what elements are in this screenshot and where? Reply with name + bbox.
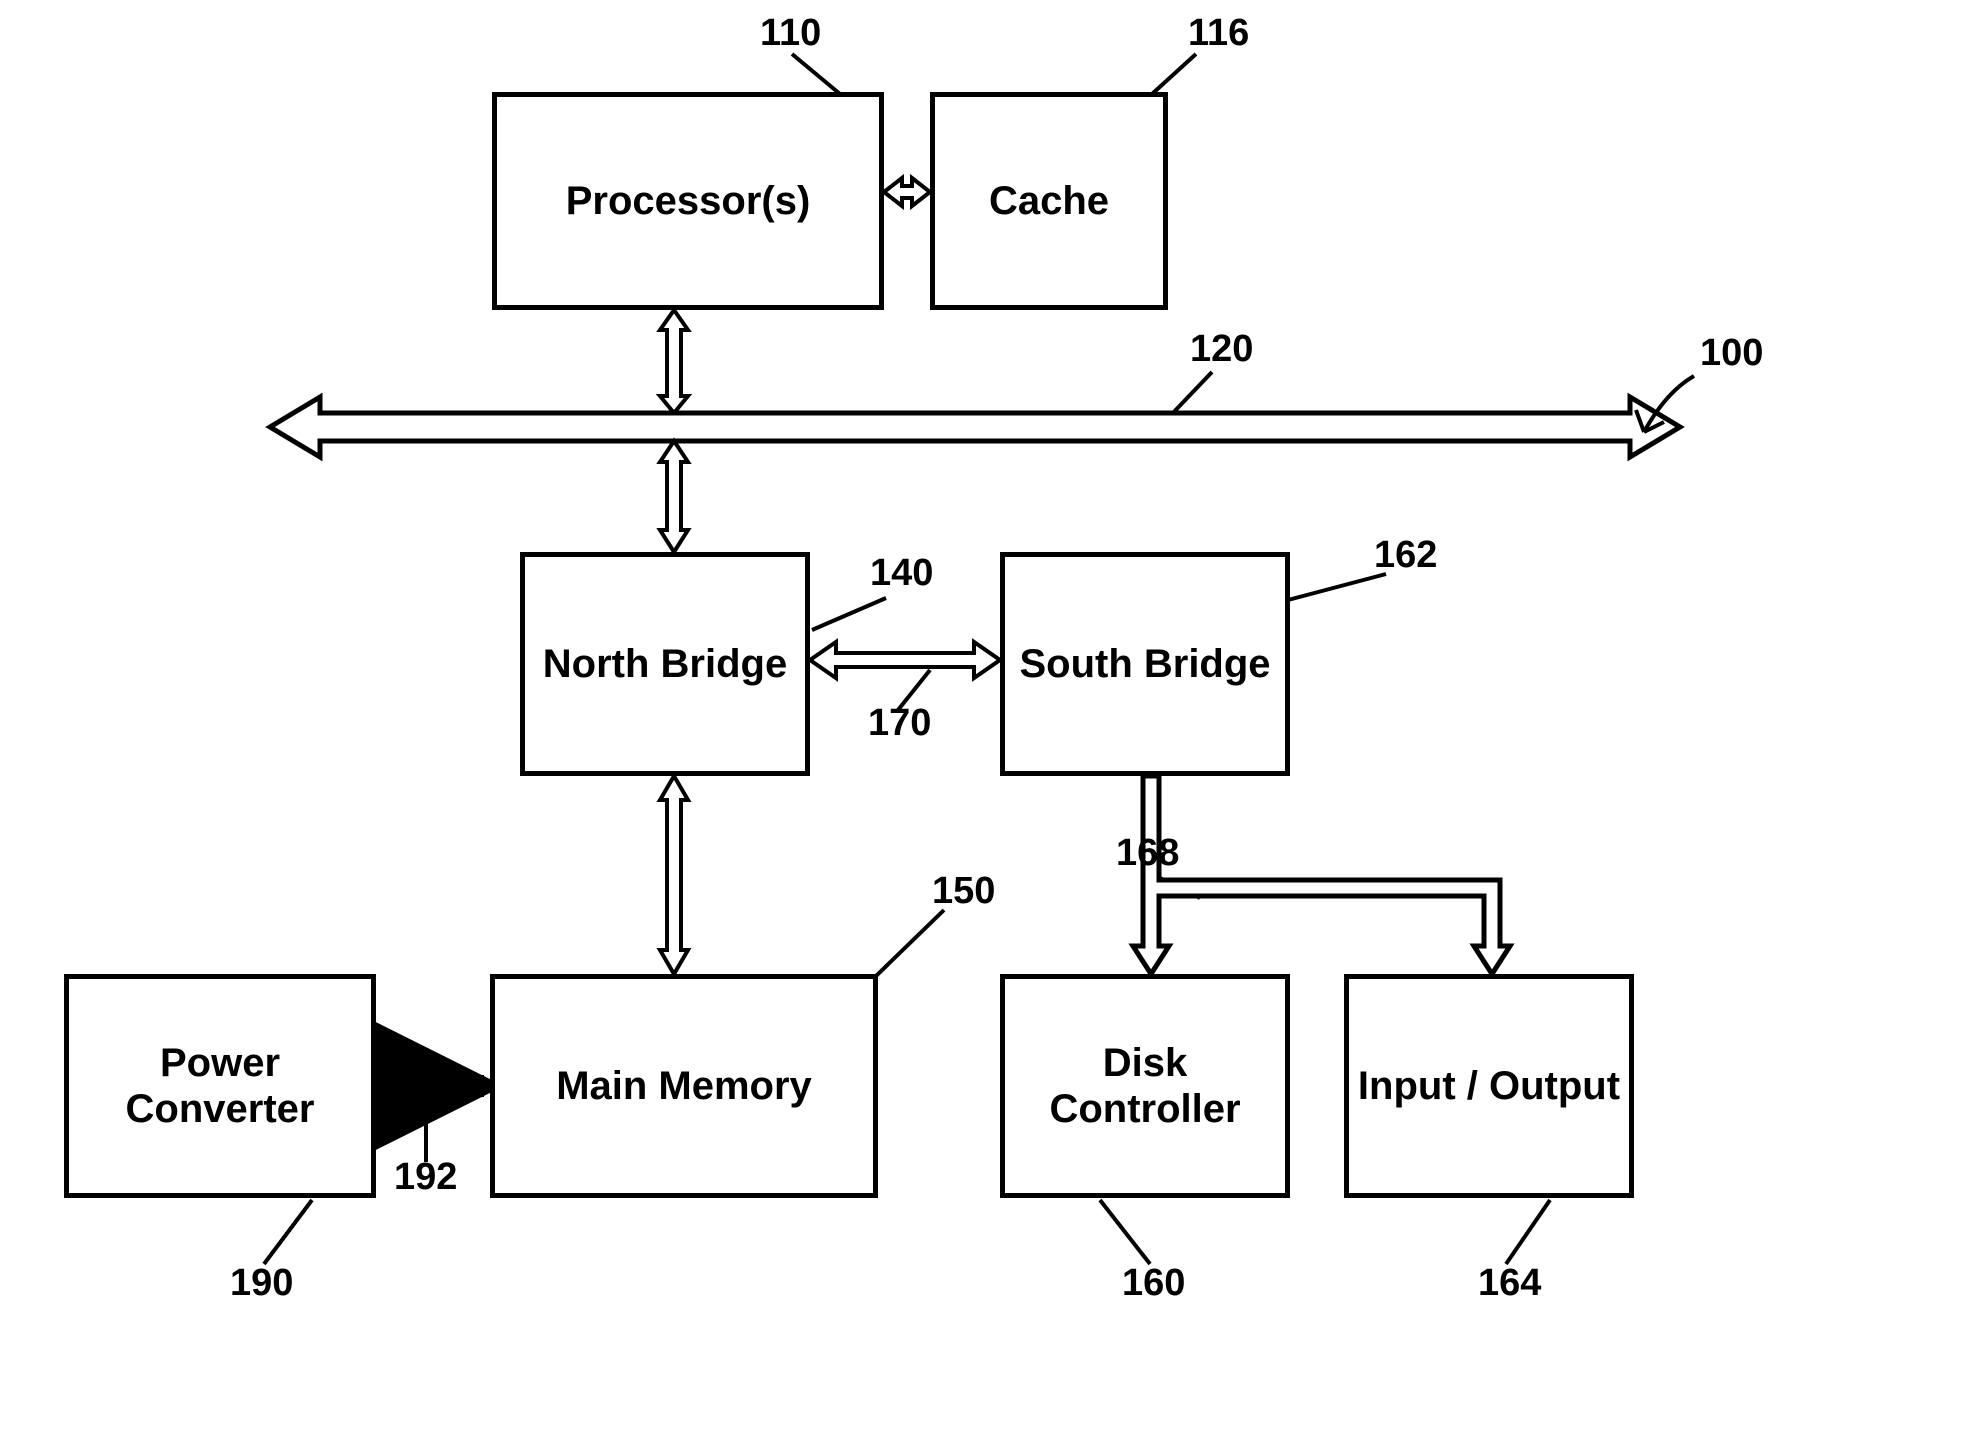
node-processor-label: Processor(s) [566,178,811,224]
ref-164: 164 [1478,1262,1541,1305]
node-processor: Processor(s) [492,92,884,310]
edge-north-main [660,776,688,974]
node-input-output: Input / Output [1344,974,1634,1198]
node-cache: Cache [930,92,1168,310]
ref-120: 120 [1190,328,1253,371]
ref-100: 100 [1700,332,1763,375]
ref-140: 140 [870,552,933,595]
node-disk-controller: Disk Controller [1000,974,1290,1198]
node-main-memory-label: Main Memory [556,1063,812,1109]
ref-192: 192 [394,1156,457,1199]
edge-north-south [810,642,1000,678]
ref-170: 170 [868,702,931,745]
ref-162: 162 [1374,534,1437,577]
node-power-converter: Power Converter [64,974,376,1198]
ref-150: 150 [932,870,995,913]
ref-116: 116 [1188,12,1249,55]
node-input-output-label: Input / Output [1358,1063,1620,1109]
edge-proc-cache [884,178,930,206]
node-cache-label: Cache [989,178,1109,224]
ref-168: 168 [1116,832,1179,875]
node-south-bridge: South Bridge [1000,552,1290,776]
node-disk-controller-label: Disk Controller [1005,1040,1285,1132]
ref-190: 190 [230,1262,293,1305]
node-north-bridge: North Bridge [520,552,810,776]
edge-bus-north [660,441,688,552]
bus-main [270,397,1680,457]
ref-160: 160 [1122,1262,1185,1305]
node-south-bridge-label: South Bridge [1019,641,1270,687]
node-power-converter-label: Power Converter [69,1040,371,1132]
ref-110: 110 [760,12,821,55]
pointer-100 [1636,376,1694,432]
node-main-memory: Main Memory [490,974,878,1198]
edge-south-fork [1133,776,1510,974]
edge-proc-bus [660,310,688,413]
node-north-bridge-label: North Bridge [543,641,787,687]
